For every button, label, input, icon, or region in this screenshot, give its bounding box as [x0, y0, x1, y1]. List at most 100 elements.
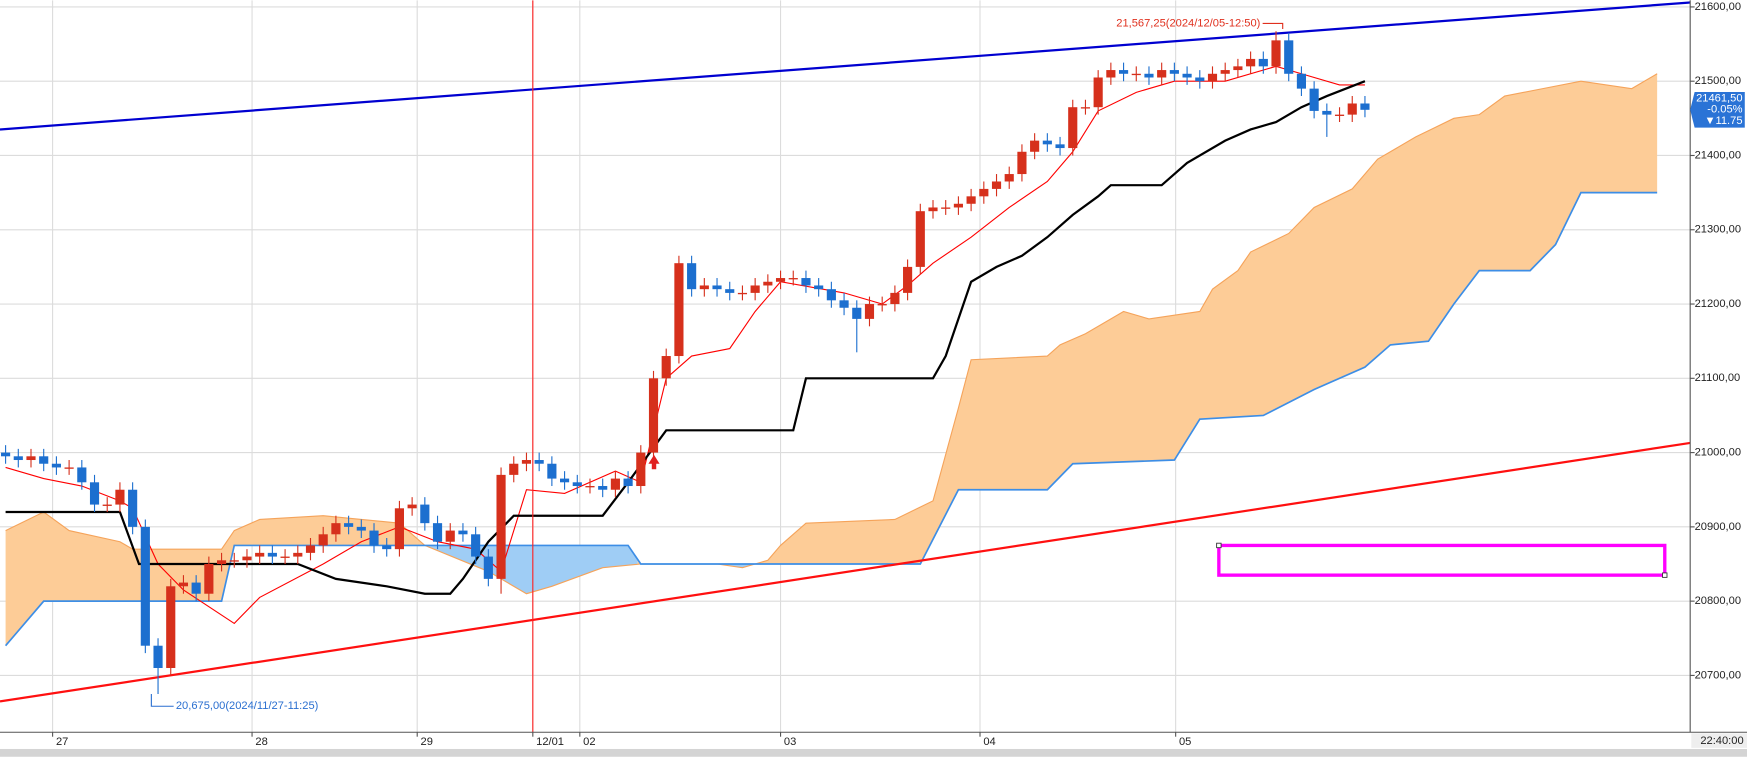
candle-body: [979, 188, 989, 197]
price-tag: [1690, 91, 1745, 128]
candle-body: [941, 207, 951, 209]
candle-body: [509, 463, 519, 475]
candle-body: [458, 530, 468, 535]
candle-body: [585, 486, 595, 488]
candle-body: [1246, 58, 1256, 67]
base-line: [5, 80, 1366, 595]
candle-body: [496, 474, 506, 579]
signal-arrow: [648, 454, 660, 470]
x-tick-label: 04: [983, 736, 995, 748]
candle-body: [13, 456, 23, 461]
annotation-label: 20,675,00(2024/11/27-11:25): [176, 700, 319, 712]
candle-body: [801, 278, 811, 286]
candle-body: [636, 452, 646, 487]
candle-body: [128, 489, 138, 527]
candle-body: [267, 552, 277, 557]
x-tick-label: 28: [255, 736, 267, 748]
candle-body: [737, 292, 748, 295]
candle-body: [89, 482, 100, 505]
candle-body: [153, 645, 163, 668]
candle-body: [775, 278, 786, 282]
candle-body: [216, 560, 227, 565]
candle-body: [598, 486, 608, 490]
candle-body: [648, 378, 659, 453]
candle-body: [166, 586, 176, 668]
x-tick-label: 03: [784, 736, 796, 748]
y-tick-label: 21000,00: [1695, 447, 1741, 459]
candle-body: [521, 460, 532, 464]
candle-body: [699, 285, 709, 290]
candle-body: [750, 285, 760, 293]
trend-line: [0, 441, 1691, 703]
box-drawing: [1217, 543, 1667, 577]
candle-body: [852, 307, 862, 319]
candle-body: [369, 530, 379, 546]
candle-body: [305, 545, 316, 553]
candle-body: [394, 508, 404, 550]
candle-body: [547, 463, 557, 479]
candle-body: [1169, 70, 1179, 74]
candle-body: [877, 304, 887, 306]
x-tick-label: 27: [56, 736, 68, 748]
candle-body: [1131, 73, 1141, 76]
candle-body: [1, 452, 11, 457]
candle-body: [77, 467, 87, 483]
crosshair-time: 22:40:00: [1700, 735, 1743, 747]
candle-body: [1157, 70, 1167, 78]
candle-body: [1118, 70, 1129, 74]
candle-body: [674, 263, 684, 357]
candle-body: [966, 196, 976, 204]
candle-body: [318, 534, 328, 546]
y-tick-label: 21200,00: [1695, 298, 1741, 310]
candle-body: [1042, 140, 1052, 145]
candle-body: [534, 460, 544, 464]
candle-body: [115, 489, 125, 505]
candle-body: [229, 560, 239, 562]
candle-body: [1068, 107, 1078, 149]
candle-body: [331, 523, 341, 535]
scrollbar: [0, 748, 1747, 757]
candle-body: [687, 263, 697, 290]
candle-body: [64, 467, 74, 469]
candle-body: [725, 289, 735, 293]
trend-line: [0, 1, 1691, 131]
y-tick-label: 20900,00: [1695, 521, 1741, 533]
candle-body: [826, 289, 836, 301]
candle-body: [661, 356, 671, 379]
candle-body: [1284, 40, 1294, 74]
price-tag-value: 21461,50: [1696, 93, 1742, 105]
y-tick-label: 21600,00: [1695, 1, 1741, 13]
y-tick-label: 21500,00: [1695, 75, 1741, 87]
annotation-arrow: [1262, 22, 1284, 30]
candle-body: [39, 456, 49, 464]
candle-body: [1322, 110, 1332, 115]
candle-body: [420, 504, 430, 524]
box-handle: [1662, 572, 1668, 578]
candle-body: [1334, 114, 1345, 116]
y-tick-label: 21400,00: [1695, 149, 1741, 161]
span-a-line: [5, 73, 1658, 595]
candle-body: [293, 552, 303, 557]
time-box: [1691, 733, 1747, 748]
candle-body: [1055, 144, 1065, 149]
candle-body: [483, 556, 493, 579]
candle-body: [1258, 58, 1268, 67]
y-tick-label: 20800,00: [1695, 595, 1741, 607]
candle-body: [26, 456, 36, 461]
candle-body: [712, 285, 722, 290]
candle-body: [191, 582, 201, 594]
candle-body: [788, 278, 798, 280]
candle-body: [864, 304, 875, 319]
candle-body: [928, 207, 938, 212]
candle-body: [1347, 103, 1357, 115]
plot-area: 21,567,25(2024/12/05-12:50) 20,675,00(202…: [0, 0, 1691, 733]
candle-body: [915, 211, 925, 267]
price-tag-change-pct: -0.05%: [1707, 104, 1742, 116]
candle-body: [953, 203, 963, 208]
candle-body: [890, 292, 900, 305]
candle-body: [1195, 77, 1205, 82]
candle-body: [1080, 107, 1091, 109]
